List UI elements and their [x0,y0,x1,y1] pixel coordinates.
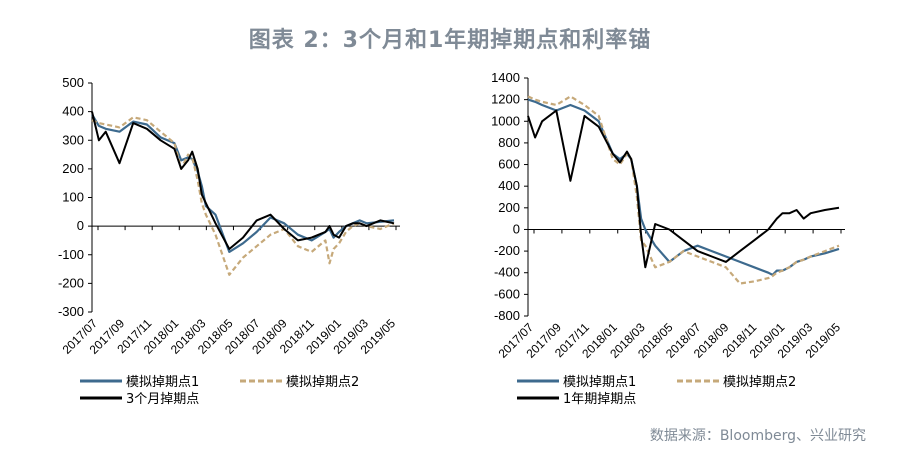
series-line-3 [527,109,840,269]
legend-label-2: 模拟掉期点2 [723,375,796,390]
y-tick-label: 0 [77,218,84,233]
series-line-2 [527,95,840,285]
series-line-3 [91,111,395,250]
legend-label-1: 模拟掉期点1 [563,375,636,390]
series-line-1 [91,113,395,253]
y-tick-label: 100 [62,190,84,205]
y-tick-label: 1400 [491,70,520,85]
page-title: 图表 2：3个月和1年期掉期点和利率锚 [248,28,652,53]
y-tick-label: -300 [58,304,84,319]
y-tick-label: 400 [498,178,520,193]
y-tick-label: -400 [494,265,520,280]
series-line-2 [91,116,395,276]
y-tick-label: -200 [494,243,520,258]
chart-legend: 模拟掉期点1 模拟掉期点2 3个月掉期点 [80,375,359,407]
y-tick-label: 400 [62,104,84,119]
legend-label-3: 1年期掉期点 [563,392,636,407]
y-tick-label: 1000 [491,113,520,128]
y-tick-label: -100 [58,247,84,262]
legend-label-1: 模拟掉期点1 [126,375,199,390]
y-tick-label: 600 [498,157,520,172]
y-tick-label: 200 [62,161,84,176]
source-note: 数据来源：Bloomberg、兴业研究 [649,428,866,444]
chart-legend: 模拟掉期点1 模拟掉期点2 1年期掉期点 [517,375,796,407]
y-tick-label: 200 [498,200,520,215]
legend-label-3: 3个月掉期点 [126,392,199,407]
y-tick-label: -800 [494,308,520,323]
chart-panel-2: 1400 1200 1000 800 600 400 200 0 -200 -400 -600 -80… [491,70,845,407]
chart-panel-1: 5004003002001000-100-200-3002017/072017/… [58,75,400,407]
y-tick-label: 0 [513,221,520,236]
y-tick-label: 500 [62,75,84,90]
series-line-1 [527,98,840,276]
legend-label-2: 模拟掉期点2 [286,375,359,390]
y-tick-label: 1200 [491,92,520,107]
y-tick-label: -600 [494,286,520,301]
y-tick-label: -200 [58,275,84,290]
y-tick-label: 300 [62,132,84,147]
y-tick-label: 800 [498,135,520,150]
